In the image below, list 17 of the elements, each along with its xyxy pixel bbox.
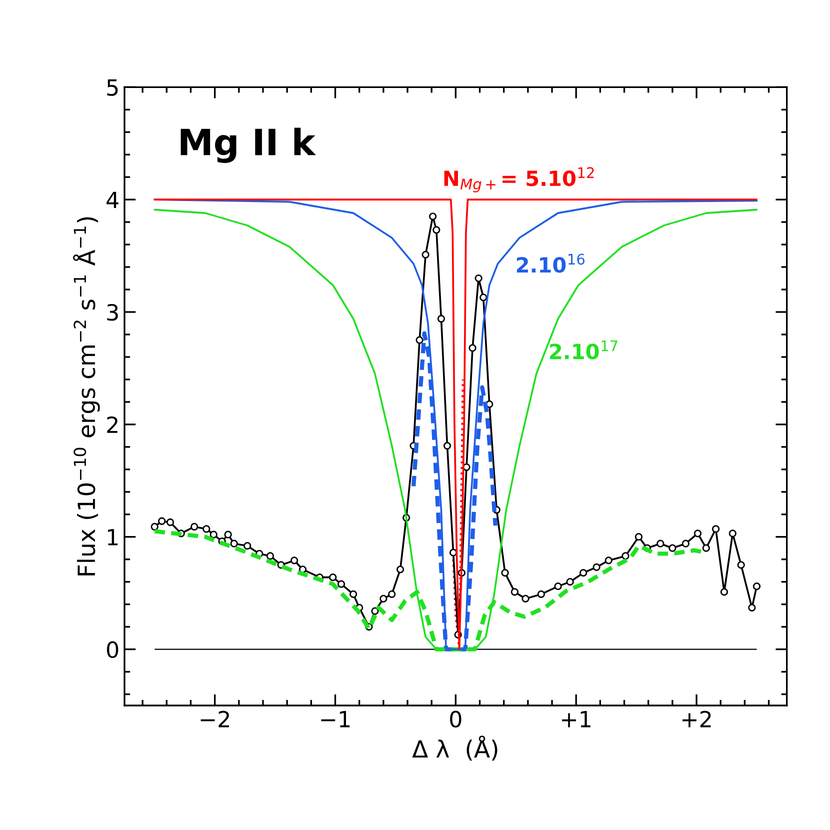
- y-tick-label: 3: [107, 304, 118, 321]
- series-label: N$_{Mg+}$= 5.10$^{12}$: [444, 167, 594, 192]
- y-tick-label: 0: [106, 641, 118, 658]
- x-tick-label: −1: [321, 711, 350, 728]
- y-tick-label: 4: [106, 192, 118, 208]
- x-tick-label: +2: [682, 710, 711, 728]
- x-tick-label: −2: [200, 710, 229, 728]
- x-tick-label: 0: [450, 710, 462, 728]
- text: Flux (10$^{−10}$ ergs cm$^{−2}$ s$^{−1}$ Å$^{−1}$): [73, 217, 100, 576]
- x-tick-label: +1: [562, 711, 590, 728]
- y-tick-label: 5: [107, 79, 118, 96]
- y-tick-label: 1: [108, 529, 118, 546]
- text: Mg II k: [180, 128, 316, 163]
- series-label: 2.10$^{16}$: [516, 254, 585, 273]
- y-tick-label: 2: [107, 416, 118, 433]
- x-axis-title: Δ λ (Å): [412, 736, 498, 761]
- series-label: 2.10$^{17}$: [550, 340, 618, 360]
